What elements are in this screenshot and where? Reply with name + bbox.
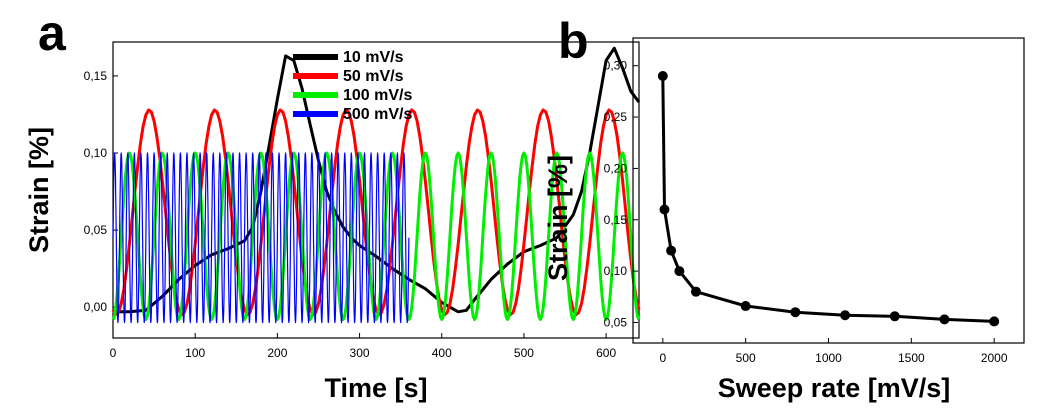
panel-b-plot-area bbox=[657, 70, 1000, 327]
panel-b-frame bbox=[632, 37, 1025, 344]
panel-b-data-point bbox=[840, 310, 851, 321]
panel-b-data-point bbox=[659, 204, 670, 215]
panel-a-x-tick-label: 400 bbox=[432, 346, 452, 360]
panel-a-x-tick-label: 600 bbox=[596, 346, 616, 360]
panel-a-x-axis-label: Time [s] bbox=[324, 373, 427, 403]
panel-b-series-line-series-0 bbox=[661, 75, 995, 323]
panel-b-x-tick-label: 1500 bbox=[898, 351, 925, 365]
panel-b-y-ticks: 0,05 0,10 0,15 0,20 0,25 0,30 bbox=[604, 59, 638, 329]
panel-b: b 0 500 1000 1500 2000 0,050,100,150,200,250… bbox=[543, 13, 1025, 403]
panel-b-data-point bbox=[674, 266, 685, 277]
panel-b-x-ticks: 0 500 1000 1500 2000 bbox=[659, 338, 1008, 365]
panel-a: a 0 100 200 300 400 500 600 0,00 0,05 0,10 0,15 T… bbox=[24, 5, 641, 403]
panel-b-y-tick-label: 0,30 bbox=[604, 59, 628, 73]
panel-a-x-tick-label: 100 bbox=[185, 346, 205, 360]
panel-b-x-tick-label: 2000 bbox=[981, 351, 1008, 365]
panel-b-data-point bbox=[989, 316, 1000, 327]
panel-b-x-tick-label: 1000 bbox=[815, 351, 842, 365]
panel-b-label: b bbox=[558, 13, 589, 69]
panel-a-y-tick-label: 0,00 bbox=[84, 300, 108, 314]
panel-b-data-point bbox=[740, 301, 751, 312]
panel-a-x-tick-label: 200 bbox=[267, 346, 287, 360]
panel-b-y-tick-label: 0,10 bbox=[604, 264, 628, 278]
panel-a-plot-area bbox=[111, 46, 641, 324]
panel-a-x-tick-label: 500 bbox=[514, 346, 534, 360]
panel-b-data-point bbox=[690, 286, 701, 297]
panel-a-x-tick-label: 300 bbox=[350, 346, 370, 360]
panel-b-data-point bbox=[657, 70, 668, 81]
panel-b-y-tick-label: 0,20 bbox=[604, 161, 628, 175]
panel-b-y-tick-label: 0,15 bbox=[604, 213, 628, 227]
panel-b-x-axis-label: Sweep rate [mV/s] bbox=[718, 373, 951, 403]
panel-b-data-point bbox=[889, 311, 900, 322]
panel-a-y-ticks: 0,00 0,05 0,10 0,15 bbox=[84, 69, 118, 314]
panel-a-y-axis-label: Strain [%] bbox=[24, 127, 54, 253]
legend-label-10-mv-s: 10 mV/s bbox=[343, 49, 404, 66]
panel-a-y-tick-label: 0,05 bbox=[84, 223, 108, 237]
panel-b-data-point bbox=[790, 307, 801, 318]
panel-b-data-point bbox=[666, 245, 677, 256]
panel-a-legend: 10 mV/s 50 mV/s 100 mV/s 500 mV/s bbox=[293, 49, 412, 123]
panel-b-y-axis-label: Strain [%] bbox=[543, 155, 573, 281]
panel-b-y-tick-label: 0,05 bbox=[604, 315, 628, 329]
legend-label-100-mv-s: 100 mV/s bbox=[343, 87, 412, 104]
panel-a-x-ticks: 0 100 200 300 400 500 600 bbox=[110, 333, 616, 360]
panel-a-series-line-500-mv-s bbox=[112, 152, 410, 324]
panel-b-data-point bbox=[939, 314, 950, 325]
panel-a-y-tick-label: 0,15 bbox=[84, 69, 108, 83]
panel-b-x-tick-label: 500 bbox=[736, 351, 756, 365]
legend-label-500-mv-s: 500 mV/s bbox=[343, 106, 412, 123]
panel-a-x-tick-label: 0 bbox=[110, 346, 117, 360]
panel-b-x-tick-label: 0 bbox=[659, 351, 666, 365]
panel-a-label: a bbox=[38, 5, 67, 61]
legend-label-50-mv-s: 50 mV/s bbox=[343, 68, 404, 85]
panel-b-y-tick-label: 0,25 bbox=[604, 110, 628, 124]
panel-a-y-tick-label: 0,10 bbox=[84, 146, 108, 160]
